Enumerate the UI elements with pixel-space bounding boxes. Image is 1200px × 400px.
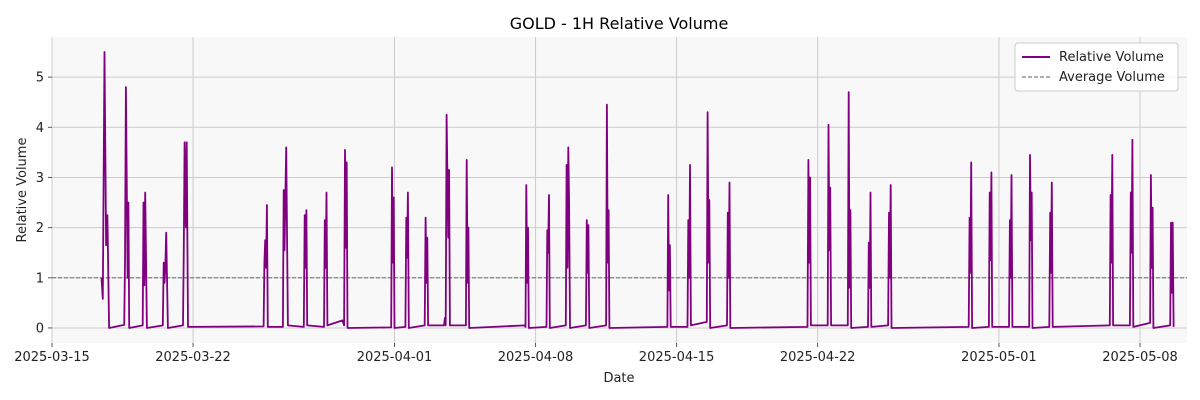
y-axis-ticks: 0 1 2 3 4 5: [36, 71, 52, 336]
y-tick-label: 2: [36, 221, 44, 236]
y-tick-label: 0: [36, 321, 44, 336]
legend-label-relative-volume: Relative Volume: [1059, 50, 1164, 65]
x-tick-label: 2025-03-22: [155, 350, 231, 365]
relative-volume-line: [100, 51, 1175, 329]
y-axis-label: Relative Volume: [15, 138, 30, 243]
x-axis-label: Date: [603, 371, 634, 386]
x-tick-label: 2025-05-08: [1102, 350, 1178, 365]
relative-volume-series-group: [100, 51, 1175, 329]
x-tick-label: 2025-04-08: [498, 350, 574, 365]
x-tick-label: 2025-04-15: [639, 350, 715, 365]
x-axis-ticks: 2025-03-15 2025-03-22 2025-04-01 2025-04-08…: [14, 343, 1178, 365]
x-tick-label: 2025-05-01: [961, 350, 1037, 365]
y-tick-label: 3: [36, 171, 44, 186]
chart-title: GOLD - 1H Relative Volume: [510, 14, 729, 33]
plot-area: [52, 37, 1187, 343]
x-tick-label: 2025-03-15: [14, 350, 90, 365]
legend-label-average-volume: Average Volume: [1059, 70, 1165, 85]
y-tick-label: 5: [36, 71, 44, 86]
x-tick-label: 2025-04-22: [780, 350, 856, 365]
x-tick-label: 2025-04-01: [357, 350, 433, 365]
y-tick-label: 1: [36, 271, 44, 286]
legend: Relative Volume Average Volume: [1014, 42, 1179, 92]
legend-box: [1014, 42, 1179, 92]
y-tick-label: 4: [36, 121, 44, 136]
